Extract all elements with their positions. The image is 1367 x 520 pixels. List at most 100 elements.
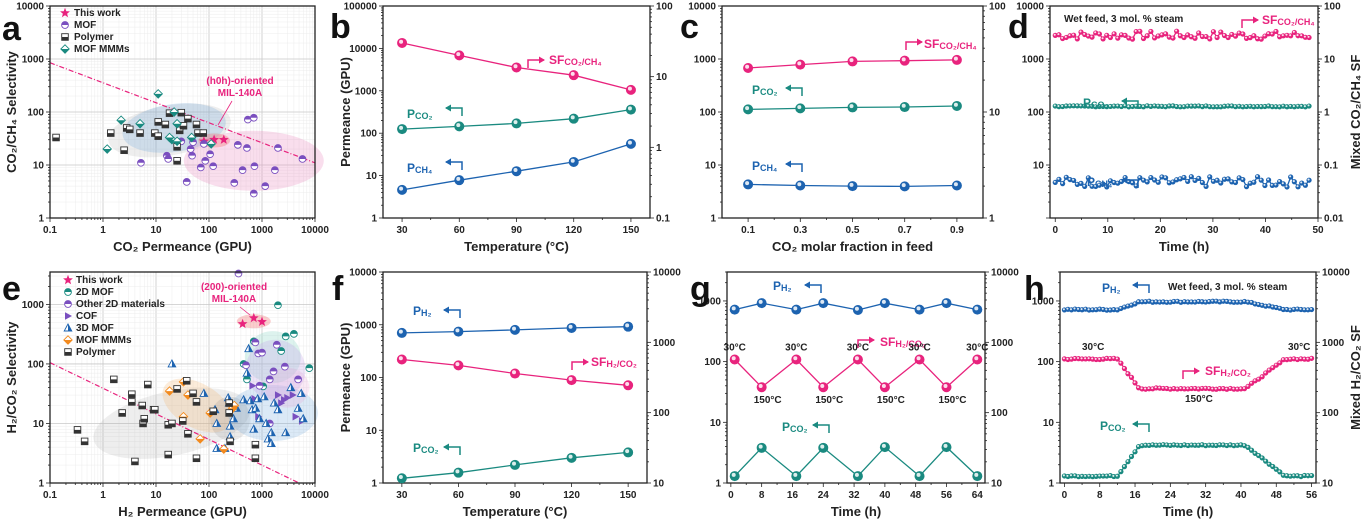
data-point-3d-mof-fill	[266, 419, 270, 427]
data-point-polymer-fill	[183, 380, 191, 385]
panel-b: 1 10 100 1000 10000 100000 0.1 1 10 100 30 60 90 120 1…	[330, 2, 673, 255]
series-p-ch4-point-highlight	[1138, 175, 1141, 179]
right-axis-arrow-head	[917, 38, 923, 46]
wet-feed-note: Wet feed, 3 mol. % steam	[1168, 282, 1287, 293]
series-p-co2-point-highlight	[1061, 104, 1064, 107]
series-p-co2-point-highlight	[758, 444, 763, 449]
data-point-cof	[249, 381, 257, 390]
series-p-h2-point-highlight	[1137, 300, 1140, 303]
series-p-h2-point-highlight	[455, 328, 460, 333]
series-p-co2-point-highlight	[1226, 104, 1229, 107]
series-sf-h2/co2-point-highlight	[1126, 372, 1129, 375]
series-p-h2-point-highlight	[1281, 307, 1284, 310]
series-p-h2-point-highlight	[1271, 305, 1274, 308]
y-tick-label: 10000	[1322, 268, 1350, 279]
series-p-ch4-point-highlight	[1182, 175, 1185, 178]
data-point-3d-mof-fill	[253, 425, 258, 433]
series-p-co2-point-highlight	[1296, 104, 1299, 107]
data-point-polymer-fill	[226, 441, 234, 445]
data-point-2d-mof-fill	[274, 301, 282, 306]
x-tick-label: 120	[565, 225, 582, 236]
series-sf-h2/co2-point-highlight	[1253, 379, 1256, 382]
series-sf-co2/ch4-point-highlight	[1086, 34, 1089, 37]
series-p-co2-point-highlight	[1270, 105, 1273, 108]
y-axis-label: Permeance (GPU)	[338, 57, 353, 167]
series-sf-co2/ch4-point-highlight	[1127, 36, 1130, 39]
series-p-co2-point-highlight	[1244, 104, 1248, 107]
data-point-3d-mof-fill	[246, 369, 251, 377]
series-p-co2-point-highlight	[1137, 444, 1140, 448]
series-sf-co2/ch4-point-highlight	[1241, 32, 1244, 35]
series-sf-co2/ch4-point-highlight	[1233, 34, 1237, 37]
y-tick-label: 10000	[1016, 2, 1044, 13]
series-sf-h2/co2-point-highlight	[1200, 386, 1203, 389]
data-point-polymer-fill	[162, 124, 169, 128]
series-p-co2-point-highlight	[1068, 104, 1071, 107]
series-p-co2-point-highlight	[1175, 443, 1178, 446]
series-sf-co2/ch4-point-highlight	[1072, 33, 1075, 36]
data-point-3d-mof-fill	[277, 405, 282, 413]
series-p-co2-point-highlight	[1153, 104, 1156, 107]
series-sf-co2/ch4-point-highlight	[1123, 33, 1126, 36]
series-p-ch4-point-highlight	[1197, 176, 1200, 179]
series-p-co2-point-highlight	[399, 125, 404, 130]
series-sf-h2/co2-point-highlight	[1235, 387, 1238, 390]
left-axis-arrow	[1122, 179, 1139, 188]
series-p-co2-point-highlight	[1116, 104, 1119, 107]
series-p-ch4-point-highlight	[1204, 184, 1207, 187]
series-p-ch4-point-highlight	[1156, 180, 1159, 183]
series-sf-h2/co2-point-highlight	[1108, 356, 1111, 360]
data-point-cof	[289, 391, 297, 399]
y-tick-label: 10	[705, 161, 717, 172]
left-axis-arrow-head	[812, 421, 818, 429]
series-sf-h2/co2-point-highlight	[568, 376, 573, 381]
series-p-h2-point-highlight	[1295, 307, 1298, 310]
series-sf-co2/ch4-point-highlight	[1289, 34, 1292, 37]
data-point-3d-mof-fill	[290, 383, 295, 391]
temperature-label-150c: 150°C	[877, 395, 905, 406]
data-point-polymer-fill	[179, 420, 187, 425]
series-p-co2-point-highlight	[901, 103, 906, 108]
series-p-co2-point-highlight	[1263, 104, 1266, 107]
data-point-polymer-fill	[139, 423, 147, 427]
series-p-co2-point-highlight	[1204, 104, 1207, 107]
data-point-polymer-fill	[151, 409, 159, 414]
x-tick-label: 0.9	[950, 225, 964, 236]
series-p-co2-point-highlight	[1112, 104, 1115, 107]
right-axis-arrow	[571, 361, 588, 370]
series-p-co2-point-highlight	[1090, 104, 1093, 107]
x-axis-label: Time (h)	[1159, 239, 1209, 254]
data-point-polymer-fill	[128, 401, 136, 406]
series-sf-h2/co2-point-highlight	[1299, 357, 1302, 360]
series-sf-co2/ch4-point-highlight	[1215, 35, 1218, 38]
x-tick-label: 0.1	[43, 225, 57, 236]
series-p-h2-point-highlight	[1168, 300, 1171, 303]
series-p-ch4-point-highlight	[1079, 181, 1082, 184]
series-sf-co2/ch4-point-highlight	[1182, 35, 1185, 38]
wet-feed-note: Wet feed, 3 mol. % steam	[1064, 14, 1183, 25]
series-p-h2-point-highlight	[1165, 300, 1168, 303]
panel-letter-e: e	[2, 270, 21, 308]
panel-f: 1 10 100 1000 10000 10 100 1000 10000 30 60 90 120 15…	[332, 268, 681, 520]
series-sf-h2/co2-point-highlight	[1129, 375, 1133, 378]
series-p-co2-point-highlight	[943, 443, 948, 448]
series-p-co2-point-highlight	[1292, 474, 1295, 477]
y-tick-label: 100	[656, 2, 673, 13]
x-tick-label: 56	[1306, 490, 1318, 501]
series-p-h2-point-highlight	[1084, 307, 1087, 310]
x-tick-label: 48	[1271, 490, 1283, 501]
series-p-co2-point-highlight	[1189, 443, 1193, 446]
right-axis-arrow-head	[539, 56, 545, 64]
series-p-co2-point-highlight	[627, 106, 632, 111]
series-p-h2-point-highlight	[1189, 300, 1193, 303]
series-sf-h2/co2-point-highlight	[916, 356, 921, 361]
series-p-co2-point-highlight	[568, 454, 573, 459]
series-p-co2-point-highlight	[1242, 444, 1246, 447]
data-point-3d-mof-fill	[259, 414, 264, 422]
y-tick-label: 100000	[344, 2, 378, 13]
legend-label: COF	[76, 311, 97, 322]
pco2-label: PCO₂	[752, 83, 778, 97]
series-p-h2-point-highlight	[1302, 308, 1306, 311]
series-sf-h2/co2-point-highlight	[1302, 357, 1306, 360]
legend-marker-fill	[64, 352, 72, 356]
